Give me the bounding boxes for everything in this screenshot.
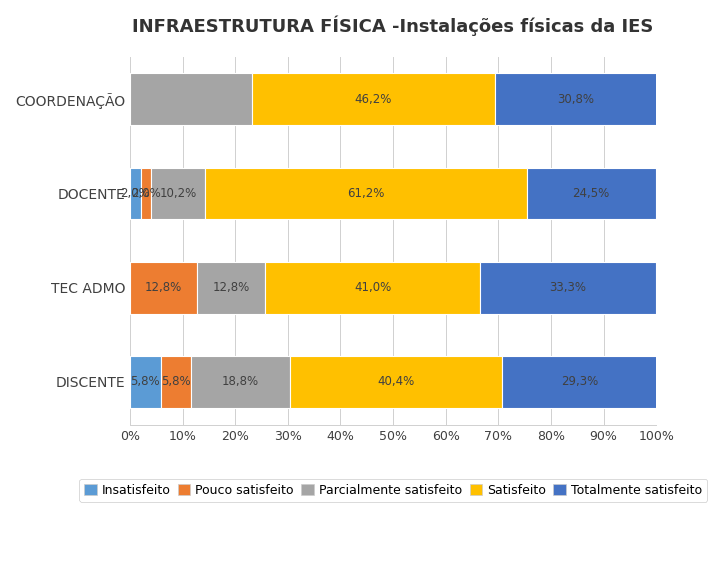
Bar: [290, 356, 503, 408]
Bar: [151, 167, 204, 219]
Bar: [197, 262, 265, 314]
Text: 24,5%: 24,5%: [572, 187, 610, 200]
Text: 2,0%: 2,0%: [131, 187, 160, 200]
Text: 41,0%: 41,0%: [354, 281, 391, 294]
Text: 29,3%: 29,3%: [561, 376, 599, 389]
Bar: [130, 356, 160, 408]
Bar: [204, 167, 527, 219]
Bar: [481, 262, 655, 314]
Text: 5,8%: 5,8%: [161, 376, 190, 389]
Text: 46,2%: 46,2%: [354, 93, 392, 106]
Text: 10,2%: 10,2%: [159, 187, 197, 200]
Text: 18,8%: 18,8%: [222, 376, 259, 389]
Title: INFRAESTRUTURA FÍSICA -Instalações físicas da IES: INFRAESTRUTURA FÍSICA -Instalações físic…: [132, 15, 654, 36]
Text: 2,0%: 2,0%: [121, 187, 150, 200]
Text: 61,2%: 61,2%: [347, 187, 384, 200]
Text: 30,8%: 30,8%: [557, 93, 594, 106]
Text: 5,8%: 5,8%: [131, 376, 160, 389]
Bar: [141, 167, 151, 219]
Text: 12,8%: 12,8%: [145, 281, 182, 294]
Bar: [160, 356, 191, 408]
Legend: Insatisfeito, Pouco satisfeito, Parcialmente satisfeito, Satisfeito, Totalmente : Insatisfeito, Pouco satisfeito, Parcialm…: [79, 479, 707, 502]
Bar: [527, 167, 655, 219]
Text: 12,8%: 12,8%: [212, 281, 250, 294]
Bar: [130, 73, 251, 125]
Bar: [265, 262, 481, 314]
Bar: [130, 167, 141, 219]
Text: 40,4%: 40,4%: [378, 376, 415, 389]
Bar: [251, 73, 495, 125]
Bar: [191, 356, 290, 408]
Bar: [130, 262, 197, 314]
Bar: [503, 356, 657, 408]
Text: 33,3%: 33,3%: [550, 281, 586, 294]
Bar: [495, 73, 657, 125]
